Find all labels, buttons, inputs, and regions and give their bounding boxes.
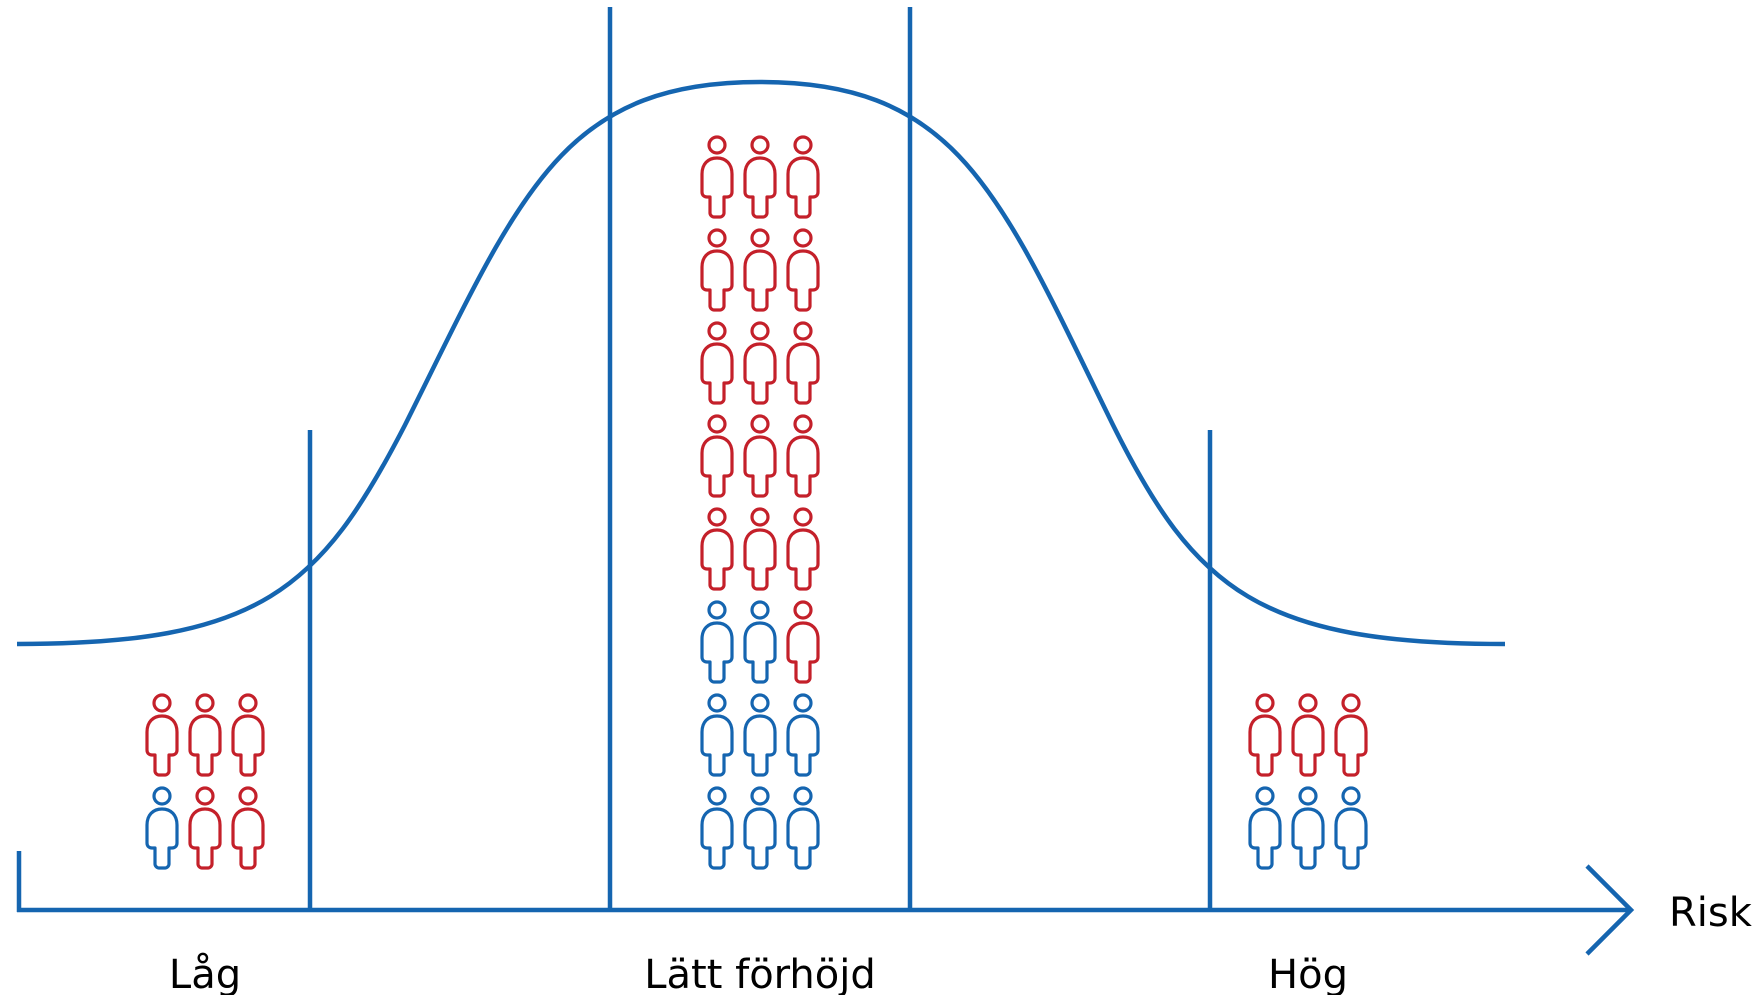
axis-label-risk: Risk [1669, 890, 1753, 936]
person-icon [786, 228, 820, 312]
person-icon [1334, 786, 1368, 870]
person-icon [743, 321, 777, 405]
person-icon [786, 693, 820, 777]
person-icon [700, 135, 734, 219]
person-icon [700, 321, 734, 405]
person-icon [743, 600, 777, 684]
person-icon [1248, 786, 1282, 870]
person-icon [743, 693, 777, 777]
person-icon [700, 786, 734, 870]
person-icon [743, 228, 777, 312]
category-label-low: Låg [169, 952, 241, 995]
person-icon [743, 414, 777, 498]
person-icon [145, 693, 179, 777]
category-label-mid: Lätt förhöjd [644, 952, 876, 995]
person-icon [743, 786, 777, 870]
person-icon [700, 414, 734, 498]
person-icon [786, 507, 820, 591]
person-icon [1334, 693, 1368, 777]
person-icon [700, 693, 734, 777]
person-icon [786, 135, 820, 219]
person-icon [700, 507, 734, 591]
person-icon [700, 600, 734, 684]
person-icon [786, 786, 820, 870]
person-icon [145, 786, 179, 870]
person-icon [1248, 693, 1282, 777]
distribution-curve [16, 79, 1506, 647]
category-label-high: Hög [1268, 952, 1348, 995]
person-icon [786, 414, 820, 498]
person-icon [743, 135, 777, 219]
person-icon [786, 600, 820, 684]
person-icon [1291, 693, 1325, 777]
person-icon [700, 228, 734, 312]
people-icons [145, 135, 1368, 870]
person-icon [1291, 786, 1325, 870]
person-icon [743, 507, 777, 591]
x-axis-arrowhead [1585, 864, 1635, 956]
person-icon [188, 786, 222, 870]
person-icon [231, 693, 265, 777]
person-icon [231, 786, 265, 870]
person-icon [188, 693, 222, 777]
person-icon [786, 321, 820, 405]
